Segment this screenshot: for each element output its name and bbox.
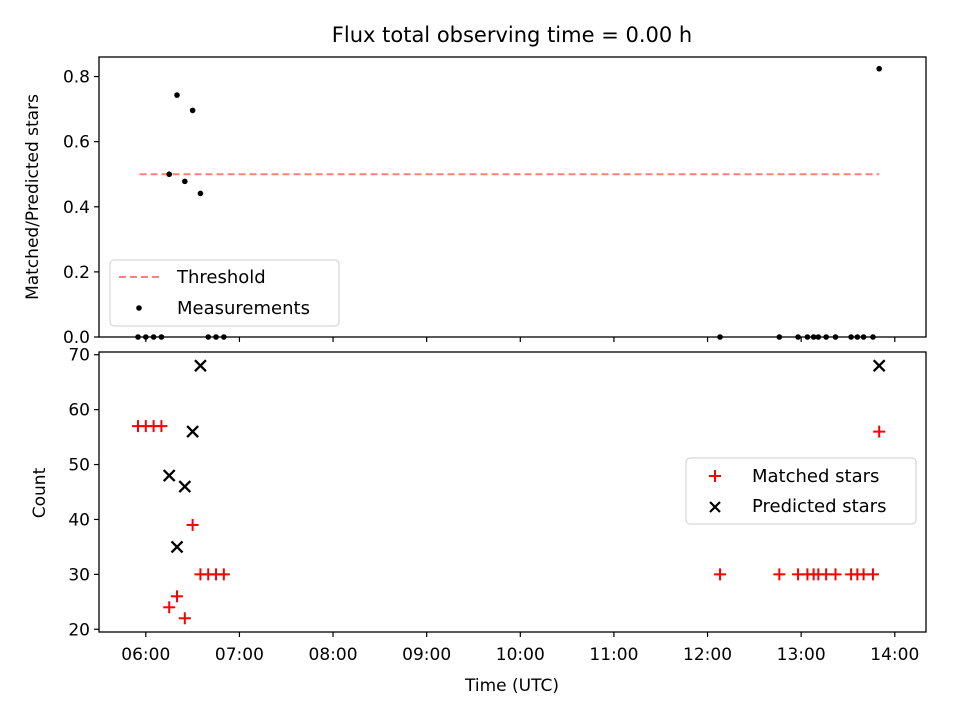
predicted-star-point <box>186 425 199 438</box>
measurement-point <box>166 171 173 178</box>
matched-star-point <box>773 568 786 581</box>
ratio-panel-frame <box>98 56 927 338</box>
x-b <box>872 359 886 373</box>
count-panel-frame <box>98 351 927 633</box>
y-tick-label: 70 <box>68 346 90 366</box>
measurement-point <box>174 92 180 98</box>
ratio-panel-y-axis-label: Matched/Predicted stars <box>23 94 43 300</box>
y-tick-label: 20 <box>68 620 90 640</box>
measurement-point <box>197 190 204 197</box>
measurement-point <box>182 178 188 185</box>
y-tick-label: 30 <box>68 565 90 585</box>
predicted-star-point <box>872 359 886 373</box>
matched-star-point <box>163 601 176 614</box>
matched-star-point <box>714 568 727 581</box>
y-tick-label: 40 <box>68 510 90 530</box>
matched-star-point <box>186 518 199 531</box>
ratio-legend-box <box>109 259 340 327</box>
x-b <box>170 540 184 554</box>
x-tick-label: 11:00 <box>589 645 638 665</box>
predicted-star-point <box>178 480 192 493</box>
matched-star-point <box>171 590 184 603</box>
measurement-point <box>189 107 196 114</box>
ratio-panel-legend: Threshold Measurements <box>109 259 340 327</box>
x-b <box>194 359 207 373</box>
y-tick-label: 0.8 <box>63 68 90 88</box>
x-axis-label: Time (UTC) <box>464 676 559 696</box>
y-tick-label: 0.4 <box>63 198 90 218</box>
predicted-star-point <box>162 469 176 482</box>
ratio-panel-ticks: 0.0 0.2 0.4 0.6 0.8 <box>63 68 896 348</box>
count-panel-ticks: 06:00 07:00 08:00 09:00 10:00 11:00 12:00 13:00… <box>68 346 919 665</box>
x-b <box>162 469 176 482</box>
x-tick-label: 06:00 <box>121 645 170 665</box>
predicted-star-point <box>194 359 207 373</box>
chart-title: Flux total observing time = 0.00 h <box>332 23 692 47</box>
count-panel-y-axis-label: Count <box>30 467 50 518</box>
y-tick-label: 0.2 <box>63 263 90 283</box>
x-tick-label: 10:00 <box>496 645 545 665</box>
legend-matched-label: Matched stars <box>752 466 879 487</box>
x-tick-label: 14:00 <box>870 645 919 665</box>
y-tick-label: 60 <box>68 401 90 421</box>
x-b <box>178 480 192 493</box>
matched-star-point <box>873 425 886 438</box>
legend-threshold-label: Threshold <box>176 267 266 288</box>
predicted-legend-swatch <box>709 501 721 513</box>
measurement-point <box>876 65 882 72</box>
count-legend-box <box>685 457 917 525</box>
legend-predicted-label: Predicted stars <box>752 496 886 517</box>
x-tick-label: 12:00 <box>683 645 732 665</box>
matched-star-point <box>178 612 191 625</box>
x-tick-label: 08:00 <box>309 645 358 665</box>
x-tick-label: 09:00 <box>402 645 451 665</box>
measurements-legend-swatch <box>136 305 142 311</box>
x-tick-label: 13:00 <box>777 645 826 665</box>
count-panel-marks <box>132 359 886 625</box>
x-tick-label: 07:00 <box>215 645 264 665</box>
matched-legend-swatch <box>709 470 721 482</box>
y-tick-label: 50 <box>68 456 90 476</box>
legend-measurements-label: Measurements <box>177 298 310 319</box>
matched-star-point <box>155 420 168 433</box>
y-tick-label: 0.0 <box>63 328 90 348</box>
x-b <box>186 425 199 438</box>
matched-star-point <box>866 568 879 581</box>
matched-star-point <box>829 568 842 581</box>
predicted-star-point <box>170 540 184 554</box>
matched-star-point <box>217 568 230 581</box>
y-tick-label: 0.6 <box>63 133 90 153</box>
count-panel-legend: Matched stars Predicted stars <box>685 457 917 525</box>
